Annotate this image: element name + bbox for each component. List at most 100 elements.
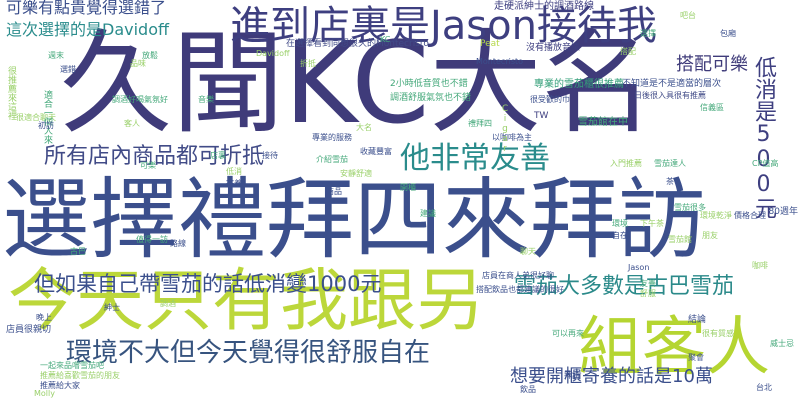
cloud-word: 友善 <box>640 279 656 288</box>
cloud-word: 音樂 <box>198 95 214 104</box>
cloud-word: 沒有播放音樂 <box>526 43 581 53</box>
cloud-word: 聚會 <box>688 353 704 362</box>
cloud-word: 自在 <box>612 231 628 240</box>
cloud-word: 搭配 <box>620 47 636 56</box>
cloud-word: 環境不大但今天覺得很舒服自在 <box>66 338 431 368</box>
cloud-word: 以咖啡為主 <box>492 133 532 142</box>
cloud-word: 晚上 <box>36 313 52 322</box>
cloud-word: 可樂 <box>140 161 156 170</box>
cloud-word: 下午茶 <box>640 219 664 228</box>
cloud-word: 飲品 <box>520 385 536 394</box>
cloud-word: 威士忌 <box>770 339 794 348</box>
cloud-word: 雪茄很多 <box>674 203 706 212</box>
cloud-word: 朋友 <box>702 231 718 240</box>
cloud-word: 放鬆 <box>142 51 158 60</box>
cloud-word: 搭配飲品也都建議的很好 <box>476 285 564 294</box>
cloud-word: 店員在商人弟很好聊 <box>482 271 554 280</box>
cloud-word: 介紹雪茄 <box>316 155 348 164</box>
cloud-word: 選擇禮拜四來拜訪 <box>2 168 707 271</box>
cloud-word: 調酒 <box>160 299 176 308</box>
cloud-word: 很推薦來這裡 <box>6 66 16 120</box>
cloud-word: 他非常友善 <box>400 141 550 176</box>
cloud-word: 選錯 <box>60 65 76 74</box>
cloud-word: 環境 <box>612 219 628 228</box>
cloud-word: 80週年 <box>768 207 798 217</box>
cloud-word: 初訪 <box>38 121 54 130</box>
cloud-word: 店員很親切 <box>6 325 52 335</box>
cloud-word: 紳士 <box>104 303 120 312</box>
cloud-word: 可以再來 <box>552 329 584 338</box>
cloud-word: 這次選擇的是Davidoff <box>6 20 170 39</box>
cloud-word: 咖啡 <box>752 261 768 270</box>
cloud-word: 搭配可樂 <box>676 54 748 75</box>
cloud-word: 雪茄大多數是古巴雪茄 <box>514 274 735 299</box>
cloud-word: 調酒舒服氣氛也不錯 <box>390 93 472 103</box>
cloud-word: 路線 <box>170 239 186 248</box>
cloud-word: 台北 <box>756 383 772 392</box>
cloud-word: 日後很入具很有推薦 <box>634 91 706 100</box>
cloud-word: Peat <box>480 39 500 49</box>
cloud-word: 大名 <box>356 123 372 132</box>
cloud-word: 客人 <box>124 119 140 128</box>
cloud-word: 低消 <box>226 167 242 176</box>
cloud-word: 寄養 <box>226 179 242 188</box>
cloud-word: 推薦給喜歡雪茄的朋友 <box>40 371 120 380</box>
cloud-word: 週末 <box>48 51 64 60</box>
cloud-word: 所有店內商品都可折抵 <box>44 144 265 169</box>
cloud-word: 選擇 <box>640 29 656 38</box>
cloud-word: Montecristo <box>476 57 524 66</box>
cloud-word: 組客人 <box>578 311 770 385</box>
cloud-word: 雪茄達人 <box>654 159 686 168</box>
cloud-word: 價格合理 <box>734 211 766 220</box>
cloud-word: Molly <box>34 389 55 398</box>
cloud-word: 入門推薦 <box>610 159 642 168</box>
cloud-word: 適合一個人來 <box>42 90 52 144</box>
cloud-word: 調酒好喝氣氛好 <box>112 95 168 104</box>
cloud-word: 安靜舒適 <box>340 169 372 178</box>
cloud-word: 店裏 <box>210 151 226 160</box>
cloud-word: 折抵 <box>300 59 316 68</box>
cloud-word: 舒服 <box>640 289 656 298</box>
cloud-word: 古巴 <box>70 247 86 256</box>
cloud-word: 在選擇看到同想很久的Montecristo <box>286 39 429 49</box>
cloud-word: 一起來品嚐雪茄吧 <box>40 361 104 370</box>
cloud-word: 聊天 <box>520 247 536 256</box>
cloud-word: 收藏豐富 <box>360 147 392 156</box>
cloud-word: 禮拜四 <box>468 119 492 128</box>
cloud-word: 很受歡的巾 <box>530 95 570 104</box>
cloud-word: 想要開櫃寄養的話是10萬 <box>510 366 713 387</box>
cloud-word: CP值高 <box>752 159 779 168</box>
cloud-word: 不知道是不是適當的層次 <box>622 79 722 89</box>
cloud-word: Davidoff <box>256 49 290 58</box>
cloud-word: 很適合聊天 <box>16 113 56 122</box>
cloud-word: 包廂 <box>720 29 736 38</box>
cloud-word: 值得一訪 <box>136 235 168 244</box>
cloud-word: 拜訪 <box>564 371 580 380</box>
cloud-word: 雪茄館在中 <box>578 117 628 128</box>
cloud-word: 商品 <box>326 187 342 196</box>
cloud-word: 環境乾淨 <box>700 211 732 220</box>
cloud-word: 結論 <box>688 315 707 325</box>
cloud-word: KC <box>380 35 391 44</box>
cloud-word: Cigar <box>500 104 510 154</box>
cloud-word: 專業的服務 <box>312 133 352 142</box>
cloud-word: 很有質感 <box>702 329 734 338</box>
cloud-word: 2小時低音質也不錯 <box>390 79 468 89</box>
cloud-word: 低消是500元 <box>751 56 776 219</box>
cloud-word: 信義區 <box>700 103 724 112</box>
cloud-word: 可樂有點貴覺得選錯了 <box>6 0 167 17</box>
cloud-word: 久聞KC大名 <box>60 19 654 149</box>
cloud-word: 接待 <box>262 151 278 160</box>
cloud-word: TW <box>534 111 549 121</box>
cloud-word: 吧台 <box>680 11 696 20</box>
cloud-word: 但如果自己帶雪茄的話低消變1000元 <box>34 272 382 296</box>
cloud-word: 專業的雪茄櫃很推薦 <box>534 79 624 90</box>
cloud-word: 茶 <box>666 177 674 186</box>
cloud-word: 雪茄館 <box>668 235 692 244</box>
cloud-word: 開櫃 <box>400 183 416 192</box>
cloud-word: 品味 <box>130 59 146 68</box>
cloud-word: 進到店裏是Jason接待我 <box>230 3 657 49</box>
cloud-word: Jason <box>628 263 650 272</box>
cloud-word: 今天只有我跟另 <box>8 262 485 341</box>
